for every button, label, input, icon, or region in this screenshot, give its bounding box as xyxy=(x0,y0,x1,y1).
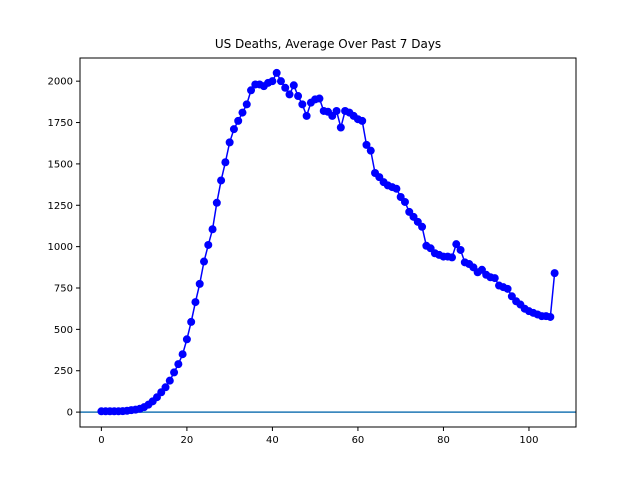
y-tick-label: 1000 xyxy=(48,242,73,253)
data-point xyxy=(178,350,187,359)
data-point xyxy=(208,225,217,234)
data-point xyxy=(276,77,285,86)
x-tick-label: 80 xyxy=(437,435,450,446)
x-tick-label: 0 xyxy=(98,435,104,446)
data-point xyxy=(212,198,221,207)
data-point xyxy=(392,184,401,193)
data-point xyxy=(217,176,226,185)
x-tick-label: 60 xyxy=(352,435,365,446)
data-point xyxy=(546,312,555,321)
y-tick-label: 250 xyxy=(54,366,73,377)
data-point xyxy=(289,81,298,90)
data-point xyxy=(204,240,213,249)
x-tick-label: 100 xyxy=(519,435,538,446)
data-point xyxy=(170,368,179,377)
data-point xyxy=(281,83,290,92)
data-point xyxy=(336,123,345,132)
x-tick-label: 40 xyxy=(266,435,279,446)
data-point xyxy=(550,269,559,278)
data-point xyxy=(456,245,465,254)
plot-frame xyxy=(79,57,577,428)
data-point xyxy=(400,197,409,206)
y-tick-label: 1750 xyxy=(48,118,73,129)
data-point xyxy=(200,257,208,266)
axes-layer: 0 20 40 60 80 1000250500750100012501500175020… xyxy=(48,57,577,446)
data-point xyxy=(366,146,375,155)
data-point xyxy=(448,253,456,262)
data-point xyxy=(452,240,461,249)
series-line xyxy=(101,71,556,413)
data-point xyxy=(490,274,499,283)
data-point xyxy=(268,77,277,86)
data-point xyxy=(225,138,234,147)
data-point xyxy=(174,360,183,369)
data-point xyxy=(234,116,243,125)
data-point xyxy=(418,222,427,231)
x-tick-label: 20 xyxy=(181,435,194,446)
y-tick-label: 2000 xyxy=(48,77,73,88)
data-point xyxy=(182,335,191,344)
data-point xyxy=(247,86,256,95)
data-point xyxy=(358,116,367,125)
series-layer xyxy=(97,68,559,416)
data-point xyxy=(242,100,251,109)
data-point xyxy=(195,279,204,288)
y-tick-label: 1500 xyxy=(48,159,73,170)
data-point xyxy=(229,125,238,134)
data-point xyxy=(187,317,196,326)
data-point xyxy=(161,383,170,392)
y-tick-label: 1250 xyxy=(48,201,73,212)
data-point xyxy=(315,94,324,103)
y-tick-label: 0 xyxy=(67,408,73,419)
data-point xyxy=(285,90,294,99)
data-point xyxy=(362,140,371,149)
data-point xyxy=(221,158,230,167)
data-point xyxy=(503,284,512,293)
chart-title: US Deaths, Average Over Past 7 Days xyxy=(215,37,441,51)
data-point xyxy=(191,298,200,307)
y-tick-label: 500 xyxy=(54,325,73,336)
y-tick-label: 750 xyxy=(54,284,73,295)
data-point xyxy=(302,111,311,120)
data-point xyxy=(298,100,307,109)
data-point xyxy=(238,108,247,117)
data-point xyxy=(165,376,174,385)
data-point xyxy=(294,92,303,101)
data-point xyxy=(272,68,281,77)
data-point xyxy=(332,106,341,115)
